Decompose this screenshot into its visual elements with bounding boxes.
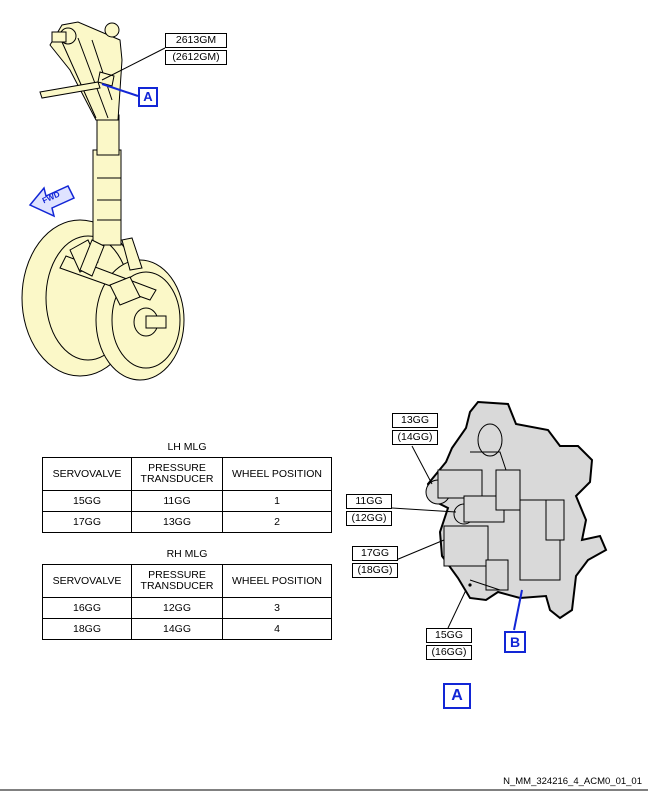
leaders-gear xyxy=(101,47,166,97)
callout-primary: 2613GM xyxy=(165,33,227,48)
ref-b[interactable]: B xyxy=(504,631,526,653)
rh-mlg-table: SERVOVALVE PRESSURE TRANSDUCER WHEEL POS… xyxy=(42,564,332,640)
col-servovalve: SERVOVALVE xyxy=(42,564,132,598)
table-row: 18GG 14GG 4 xyxy=(42,618,332,640)
callout-17gg: 17GG (18GG) xyxy=(352,546,398,578)
callout-13gg: 13GG (14GG) xyxy=(392,413,438,445)
view-ref-a[interactable]: A xyxy=(138,87,158,107)
drawing-reference: N_MM_324216_4_ACM0_01_01 xyxy=(503,776,642,787)
col-pressure-transducer: PRESSURE TRANSDUCER xyxy=(131,564,223,598)
col-pressure-transducer: PRESSURE TRANSDUCER xyxy=(131,457,223,491)
axle-end xyxy=(145,315,167,329)
callout-15gg: 15GG (16GG) xyxy=(426,628,472,660)
view-label-a: A xyxy=(443,683,471,709)
table-row: 15GG 11GG 1 xyxy=(42,490,332,512)
col-servovalve: SERVOVALVE xyxy=(42,457,132,491)
table-row: 16GG 12GG 3 xyxy=(42,597,332,619)
lh-mlg-table: SERVOVALVE PRESSURE TRANSDUCER WHEEL POS… xyxy=(42,457,332,533)
col-wheel-position: WHEEL POSITION xyxy=(222,457,332,491)
valve-block-details xyxy=(425,423,565,591)
callout-alt: (2612GM) xyxy=(165,50,227,65)
col-wheel-position: WHEEL POSITION xyxy=(222,564,332,598)
lh-mlg-title: LH MLG xyxy=(167,441,207,453)
leaders-detail xyxy=(391,445,523,631)
main-landing-gear-illustration xyxy=(21,21,185,381)
fwd-arrow xyxy=(28,185,76,218)
shock-strut xyxy=(92,149,122,246)
side-brace xyxy=(39,81,101,99)
table-row: 17GG 13GG 2 xyxy=(42,511,332,533)
rh-mlg-title: RH MLG xyxy=(166,548,208,560)
callout-2613gm: 2613GM (2612GM) xyxy=(165,33,227,65)
callout-11gg: 11GG (12GG) xyxy=(346,494,392,526)
